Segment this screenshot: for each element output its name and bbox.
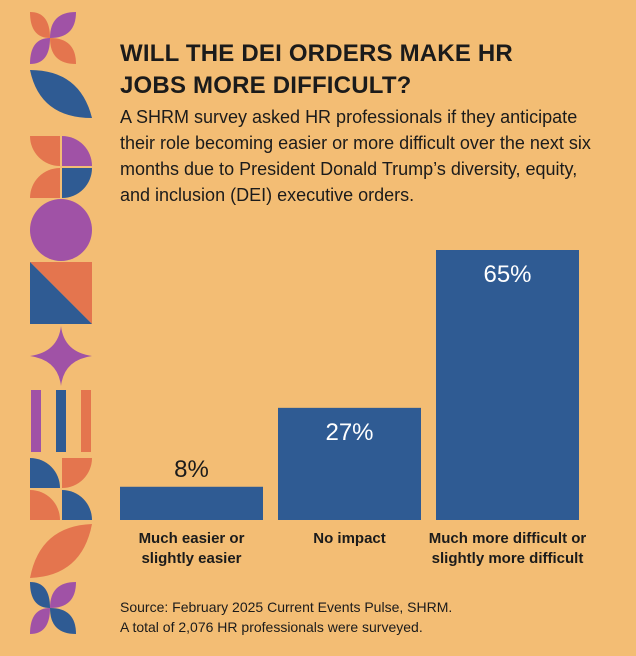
navy-quarter-shape: [30, 458, 60, 488]
navy-quarter-shape: [62, 490, 92, 520]
purple-leaf-shape: [50, 582, 76, 608]
orange-leaf-shape: [30, 524, 92, 578]
category-label: slightly more difficult: [432, 550, 584, 567]
orange-quarter-shape: [30, 168, 60, 198]
bar: [278, 407, 421, 520]
data-label: 27%: [325, 419, 373, 446]
purple-quarter-shape: [62, 136, 92, 166]
purple-stripe-shape: [31, 390, 41, 452]
navy-triangle-shape: [30, 262, 92, 324]
purple-leaf-shape: [30, 38, 50, 64]
navy-stripe-shape: [56, 390, 66, 452]
source-note: Source: February 2025 Current Events Pul…: [120, 597, 600, 637]
orange-quarter-shape: [30, 490, 60, 520]
data-label: 8%: [174, 456, 209, 483]
navy-quarter-shape: [62, 168, 92, 198]
bar: [120, 486, 263, 520]
source-line: Source: February 2025 Current Events Pul…: [120, 599, 453, 615]
purple-leaf-shape: [50, 12, 76, 38]
data-label: 65%: [483, 261, 531, 288]
chart-description: A SHRM survey asked HR professionals if …: [120, 107, 591, 205]
navy-leaf-shape: [30, 582, 50, 608]
category-label: Much easier or: [139, 530, 245, 547]
category-label: Much more difficult or: [429, 530, 587, 547]
orange-quarter-shape: [30, 136, 60, 166]
category-label: slightly easier: [141, 550, 241, 567]
chart-title: WILL THE DEI ORDERS MAKE HR JOBS MORE DI…: [120, 40, 513, 99]
purple-star-shape: [30, 326, 92, 386]
decorative-pattern: [30, 12, 92, 634]
orange-leaf-shape: [30, 12, 50, 38]
navy-leaf-shape: [50, 608, 76, 634]
purple-leaf-shape: [30, 608, 50, 634]
purple-circle-shape: [30, 199, 92, 261]
bar: [436, 250, 579, 520]
sample-size-line: A total of 2,076 HR professionals were s…: [120, 619, 423, 635]
category-label: No impact: [313, 530, 386, 547]
orange-leaf-shape: [50, 38, 76, 64]
orange-stripe-shape: [81, 390, 91, 452]
orange-quarter-shape: [62, 458, 92, 488]
navy-leaf-shape: [30, 70, 92, 118]
